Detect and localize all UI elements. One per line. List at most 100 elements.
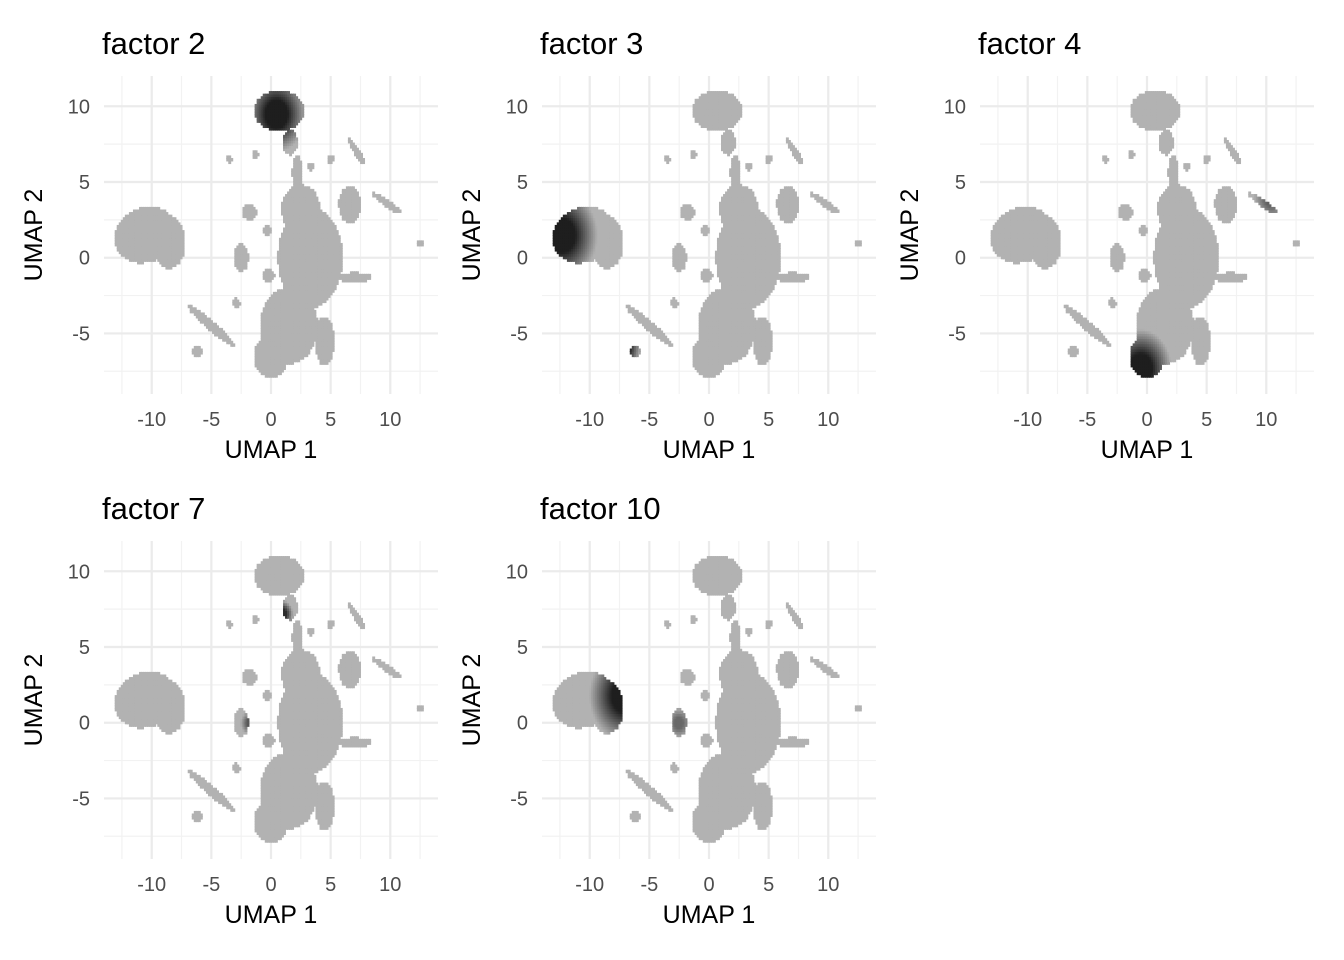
- scatter-cell: [714, 253, 718, 257]
- scatter-cell: [648, 322, 651, 327]
- scatter-cell: [615, 240, 619, 244]
- scatter-cell: [293, 206, 297, 211]
- scatter-cell: [137, 209, 140, 213]
- scatter-cell: [311, 214, 315, 219]
- scatter-cell: [132, 245, 136, 250]
- scatter-cell: [583, 237, 587, 242]
- scatter-cell: [274, 106, 278, 110]
- scatter-cell: [173, 263, 177, 268]
- scatter-cell: [321, 291, 325, 296]
- scatter-cell: [558, 237, 562, 242]
- scatter-cell: [313, 320, 317, 324]
- scatter-cell: [585, 253, 589, 257]
- scatter-cell: [301, 109, 305, 113]
- scatter-cell: [299, 237, 303, 242]
- scatter-cell: [315, 284, 319, 288]
- scatter-cell: [577, 240, 580, 244]
- scatter-cell: [702, 374, 706, 378]
- scatter-cell: [175, 237, 179, 242]
- scatter-cell: [613, 232, 617, 237]
- scatter-cell: [137, 232, 140, 237]
- scatter-cell: [716, 353, 720, 358]
- scatter-cell: [704, 232, 708, 237]
- scatter-cell: [137, 222, 140, 226]
- scatter-cell: [337, 240, 341, 244]
- scatter-cell: [611, 217, 615, 221]
- scatter-cell: [289, 152, 293, 157]
- scatter-cell: [331, 242, 335, 247]
- scatter-cell: [398, 209, 402, 213]
- scatter-cell: [285, 206, 288, 211]
- scatter-cell: [339, 273, 343, 278]
- scatter-cell: [293, 330, 297, 334]
- scatter-cell: [347, 191, 351, 195]
- scatter-cell: [688, 206, 692, 211]
- scatter-cell: [145, 235, 149, 239]
- scatter-cell: [297, 253, 301, 257]
- scatter-cell: [280, 263, 284, 268]
- scatter-cell: [270, 101, 274, 105]
- scatter-cell: [562, 242, 566, 247]
- scatter-cell: [295, 204, 299, 208]
- scatter-cell: [297, 237, 301, 242]
- scatter-cell: [270, 338, 274, 342]
- scatter-cell: [287, 232, 290, 237]
- scatter-cell: [611, 237, 615, 242]
- scatter-cell: [358, 196, 361, 201]
- scatter-cell: [278, 304, 282, 309]
- scatter-cell: [331, 255, 335, 260]
- scatter-cell: [319, 260, 323, 265]
- scatter-cell: [266, 276, 270, 280]
- scatter-cell: [692, 361, 696, 365]
- scatter-cell: [173, 222, 177, 226]
- scatter-cell: [317, 245, 321, 250]
- scatter-cell: [311, 320, 315, 324]
- scatter-cell: [291, 219, 295, 224]
- scatter-cell: [317, 255, 321, 260]
- scatter-cell: [285, 235, 288, 239]
- scatter-cell: [356, 214, 359, 219]
- scatter-cell: [700, 227, 704, 231]
- scatter-cell: [615, 230, 619, 234]
- scatter-cell: [147, 240, 151, 244]
- scatter-cell: [714, 312, 718, 316]
- scatter-cell: [280, 304, 284, 309]
- scatter-cell: [280, 358, 284, 363]
- scatter-cell: [718, 278, 722, 283]
- scatter-cell: [601, 230, 605, 234]
- scatter-cell: [311, 227, 315, 231]
- scatter-cell: [609, 263, 613, 268]
- scatter-cell: [276, 333, 280, 337]
- scatter-cell: [317, 281, 321, 286]
- scatter-cell: [307, 351, 311, 355]
- scatter-cell: [321, 250, 325, 255]
- scatter-cell: [601, 217, 605, 221]
- scatter-cell: [165, 235, 169, 239]
- scatter-cell: [173, 217, 177, 221]
- scatter-cell: [356, 206, 359, 211]
- scatter-cell: [690, 150, 694, 154]
- scatter-cell: [139, 258, 142, 262]
- scatter-cell: [329, 338, 333, 342]
- scatter-cell: [283, 333, 286, 337]
- scatter-cell: [274, 121, 278, 126]
- scatter-cell: [287, 356, 290, 360]
- scatter-cell: [297, 250, 301, 255]
- scatter-cell: [120, 224, 124, 229]
- scatter-cell: [236, 263, 240, 268]
- scatter-cell: [650, 325, 653, 329]
- scatter-cell: [313, 196, 317, 201]
- scatter-cell: [570, 222, 574, 226]
- scatter-cell: [712, 307, 716, 311]
- scatter-cell: [289, 248, 293, 252]
- scatter-cell: [718, 304, 722, 309]
- scatter-cell: [698, 320, 702, 324]
- scatter-cell: [307, 186, 311, 190]
- scatter-cell: [283, 325, 286, 329]
- scatter-cell: [321, 281, 325, 286]
- scatter-cell: [718, 109, 722, 113]
- scatter-cell: [702, 333, 706, 337]
- scatter-cell: [293, 217, 297, 221]
- scatter-cell: [303, 294, 307, 298]
- scatter-cell: [299, 168, 303, 172]
